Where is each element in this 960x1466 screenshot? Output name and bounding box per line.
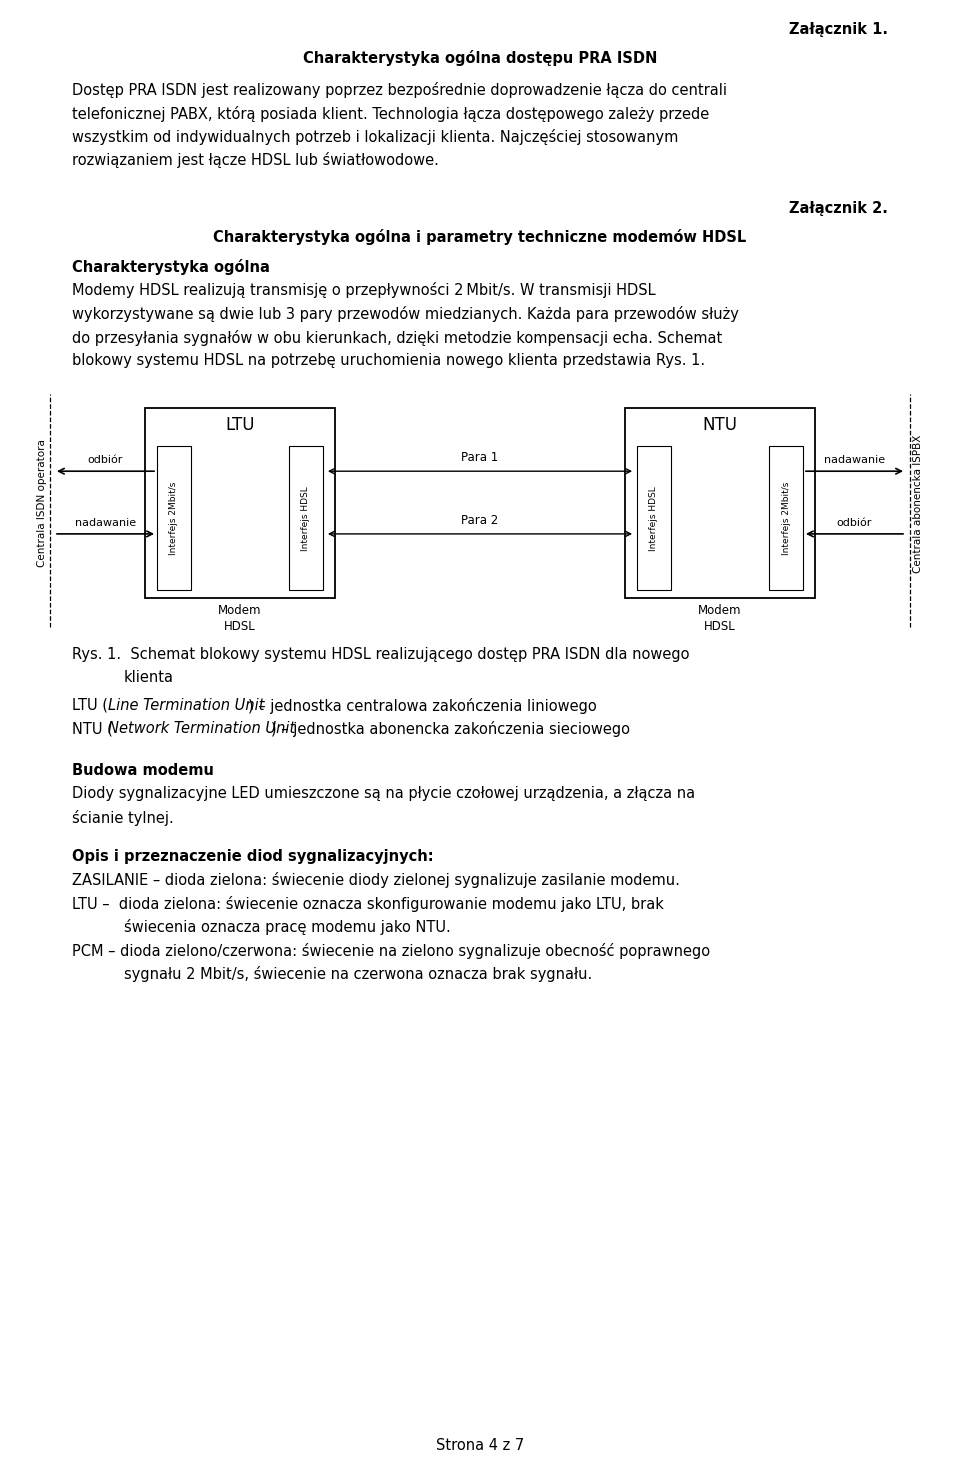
Text: wykorzystywane są dwie lub 3 pary przewodów miedzianych. Każda para przewodów sł: wykorzystywane są dwie lub 3 pary przewo… (72, 306, 739, 323)
Text: Interfejs 2Mbit/s: Interfejs 2Mbit/s (781, 482, 790, 556)
Text: LTU –  dioda zielona: świecenie oznacza skonfigurowanie modemu jako LTU, brak: LTU – dioda zielona: świecenie oznacza s… (72, 896, 664, 912)
Text: nadawanie: nadawanie (75, 517, 136, 528)
Text: Interfejs HDSL: Interfejs HDSL (650, 487, 659, 551)
Text: Dostęp PRA ISDN jest realizowany poprzez bezpośrednie doprowadzenie łącza do cen: Dostęp PRA ISDN jest realizowany poprzez… (72, 82, 727, 98)
Text: NTU (: NTU ( (72, 721, 113, 736)
Text: Modem
HDSL: Modem HDSL (698, 604, 742, 632)
Text: Centrala ISDN operatora: Centrala ISDN operatora (37, 440, 47, 567)
Text: do przesyłania sygnałów w obu kierunkach, dzięki metodzie kompensacji echa. Sche: do przesyłania sygnałów w obu kierunkach… (72, 330, 722, 346)
Text: ZASILANIE – dioda zielona: świecenie diody zielonej sygnalizuje zasilanie modemu: ZASILANIE – dioda zielona: świecenie dio… (72, 872, 680, 888)
Text: Załącznik 1.: Załącznik 1. (789, 22, 888, 37)
Text: Charakterystyka ogólna i parametry techniczne modemów HDSL: Charakterystyka ogólna i parametry techn… (213, 229, 747, 245)
Text: Budowa modemu: Budowa modemu (72, 762, 214, 777)
Text: Diody sygnalizacyjne LED umieszczone są na płycie czołowej urządzenia, a złącza : Diody sygnalizacyjne LED umieszczone są … (72, 786, 695, 800)
Text: Para 2: Para 2 (462, 515, 498, 526)
Text: Załącznik 2.: Załącznik 2. (789, 201, 888, 216)
Text: NTU: NTU (703, 415, 737, 434)
Text: blokowy systemu HDSL na potrzebę uruchomienia nowego klienta przedstawia Rys. 1.: blokowy systemu HDSL na potrzebę uruchom… (72, 353, 706, 368)
Text: klienta: klienta (124, 670, 174, 685)
Text: Rys. 1.  Schemat blokowy systemu HDSL realizującego dostęp PRA ISDN dla nowego: Rys. 1. Schemat blokowy systemu HDSL rea… (72, 647, 689, 661)
Text: telefonicznej PABX, którą posiada klient. Technologia łącza dostępowego zależy p: telefonicznej PABX, którą posiada klient… (72, 106, 709, 122)
Text: Para 1: Para 1 (462, 452, 498, 465)
Bar (769, 447, 803, 591)
Text: odbiór: odbiór (837, 517, 873, 528)
Text: Network Termination Unit: Network Termination Unit (108, 721, 296, 736)
Text: ) – jednostka abonencka zakończenia sieciowego: ) – jednostka abonencka zakończenia siec… (271, 721, 630, 737)
Text: Modem
HDSL: Modem HDSL (218, 604, 262, 632)
Text: Strona 4 z 7: Strona 4 z 7 (436, 1438, 524, 1453)
Bar (637, 447, 671, 591)
Text: Modemy HDSL realizują transmisję o przepływności 2 Mbit/s. W transmisji HDSL: Modemy HDSL realizują transmisję o przep… (72, 283, 656, 299)
Text: świecenia oznacza pracę modemu jako NTU.: świecenia oznacza pracę modemu jako NTU. (124, 919, 451, 935)
Text: Opis i przeznaczenie diod sygnalizacyjnych:: Opis i przeznaczenie diod sygnalizacyjny… (72, 849, 434, 863)
Text: Line Termination Unit: Line Termination Unit (108, 698, 265, 712)
Text: nadawanie: nadawanie (824, 456, 885, 465)
Text: odbiór: odbiór (87, 456, 123, 465)
Text: Interfejs HDSL: Interfejs HDSL (301, 487, 310, 551)
Bar (625, 409, 815, 598)
Text: rozwiązaniem jest łącze HDSL lub światłowodowe.: rozwiązaniem jest łącze HDSL lub światło… (72, 152, 439, 169)
Text: ścianie tylnej.: ścianie tylnej. (72, 809, 174, 825)
Text: LTU: LTU (226, 415, 254, 434)
Text: Charakterystyka ogólna dostępu PRA ISDN: Charakterystyka ogólna dostępu PRA ISDN (302, 50, 658, 66)
Bar (157, 447, 191, 591)
Text: LTU (: LTU ( (72, 698, 108, 712)
Text: Interfejs 2Mbit/s: Interfejs 2Mbit/s (170, 482, 179, 556)
Text: sygnału 2 Mbit/s, świecenie na czerwona oznacza brak sygnału.: sygnału 2 Mbit/s, świecenie na czerwona … (124, 966, 592, 982)
Bar (145, 409, 335, 598)
Text: Charakterystyka ogólna: Charakterystyka ogólna (72, 259, 270, 276)
Text: ) – jednostka centralowa zakończenia liniowego: ) – jednostka centralowa zakończenia lin… (248, 698, 597, 714)
Text: PCM – dioda zielono/czerwona: świecenie na zielono sygnalizuje obecność poprawne: PCM – dioda zielono/czerwona: świecenie … (72, 943, 710, 959)
Bar (289, 447, 323, 591)
Text: Centrala abonencka ISPBX: Centrala abonencka ISPBX (913, 434, 923, 573)
Text: wszystkim od indywidualnych potrzeb i lokalizacji klienta. Najczęściej stosowany: wszystkim od indywidualnych potrzeb i lo… (72, 129, 679, 145)
